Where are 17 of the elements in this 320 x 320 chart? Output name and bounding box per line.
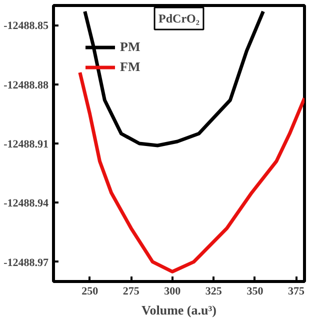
y-tick-label: -12488.94: [4, 198, 49, 210]
line-series: [83, 10, 265, 148]
legend-label: FM: [120, 59, 140, 75]
y-tick-label: -12488.97: [4, 256, 49, 269]
y-tick-label: -12488.85: [4, 20, 49, 32]
x-tick-label: 275: [122, 286, 140, 298]
x-tick-label: 300: [164, 286, 182, 298]
y-tick-label: -12488.88: [4, 79, 49, 92]
x-tick-label: 250: [82, 286, 99, 298]
x-tick-label: 325: [205, 286, 222, 298]
x-axis-title: Volume (a.u³): [142, 302, 216, 318]
legend-label: PM: [120, 39, 140, 55]
y-tick-label: -12488.91: [4, 138, 49, 150]
x-tick-label: 350: [246, 286, 264, 298]
annotation: PdCrO₂: [158, 12, 200, 26]
line-series: [78, 70, 304, 274]
x-tick-label: 375: [288, 286, 305, 298]
